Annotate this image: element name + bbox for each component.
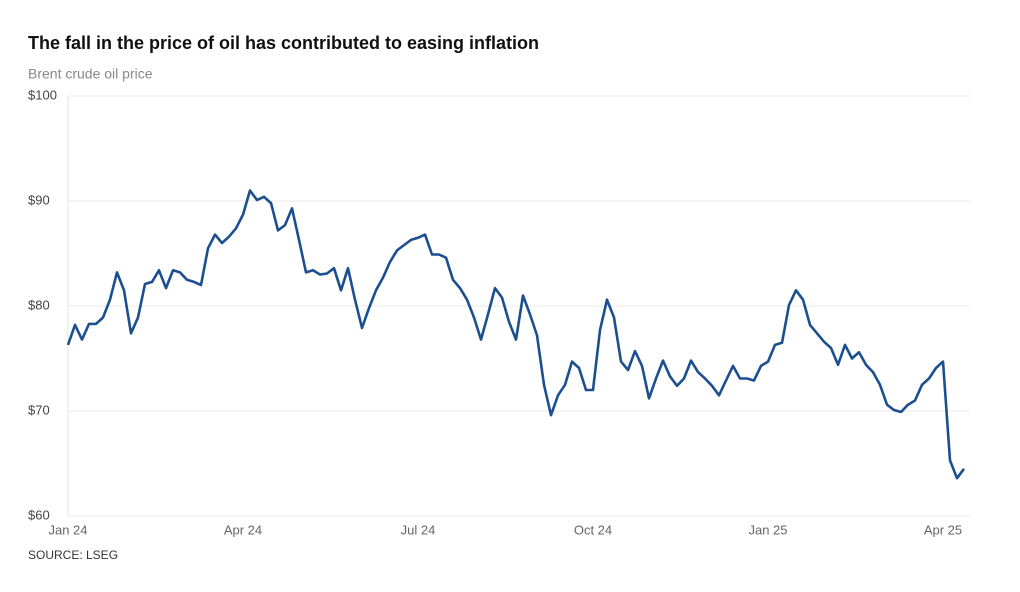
y-tick-label: $90 xyxy=(28,192,50,207)
x-tick-label: Jan 25 xyxy=(748,522,787,537)
x-tick-label: Oct 24 xyxy=(574,522,612,537)
x-tick-label: Apr 25 xyxy=(924,522,962,537)
chart-subtitle: Brent crude oil price xyxy=(28,66,153,82)
x-tick-label: Jul 24 xyxy=(401,522,436,537)
y-tick-label: $100 xyxy=(28,87,57,102)
x-tick-label: Jan 24 xyxy=(48,522,87,537)
y-tick-label: $70 xyxy=(28,402,50,417)
chart-title: The fall in the price of oil has contrib… xyxy=(28,33,539,53)
source-note: SOURCE: LSEG xyxy=(28,548,118,562)
y-tick-label: $60 xyxy=(28,507,50,522)
price-line xyxy=(66,189,966,480)
x-tick-label: Apr 24 xyxy=(224,522,262,537)
y-tick-label: $80 xyxy=(28,297,50,312)
